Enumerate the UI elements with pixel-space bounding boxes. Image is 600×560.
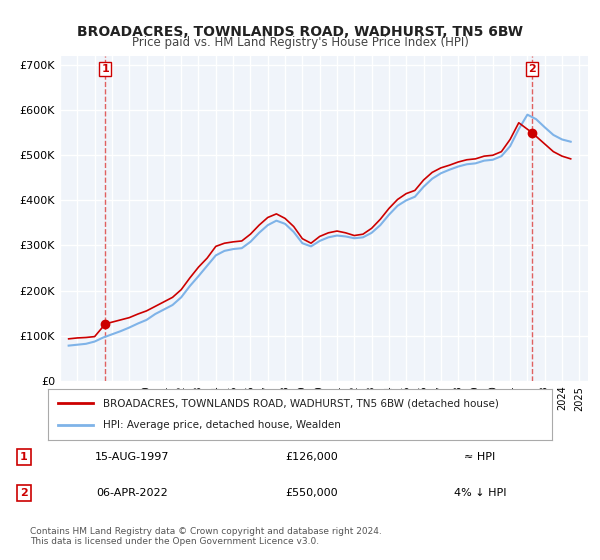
Text: BROADACRES, TOWNLANDS ROAD, WADHURST, TN5 6BW (detached house): BROADACRES, TOWNLANDS ROAD, WADHURST, TN… [103, 398, 499, 408]
Text: 1: 1 [20, 452, 28, 462]
Text: 06-APR-2022: 06-APR-2022 [96, 488, 168, 498]
Text: 1: 1 [101, 64, 109, 74]
Text: HPI: Average price, detached house, Wealden: HPI: Average price, detached house, Weal… [103, 421, 341, 431]
Text: ≈ HPI: ≈ HPI [464, 452, 496, 462]
Text: 15-AUG-1997: 15-AUG-1997 [95, 452, 169, 462]
Text: Contains HM Land Registry data © Crown copyright and database right 2024.
This d: Contains HM Land Registry data © Crown c… [30, 526, 382, 546]
Text: £550,000: £550,000 [286, 488, 338, 498]
Text: £126,000: £126,000 [286, 452, 338, 462]
Text: BROADACRES, TOWNLANDS ROAD, WADHURST, TN5 6BW: BROADACRES, TOWNLANDS ROAD, WADHURST, TN… [77, 25, 523, 39]
Text: 4% ↓ HPI: 4% ↓ HPI [454, 488, 506, 498]
Text: 2: 2 [20, 488, 28, 498]
Text: Price paid vs. HM Land Registry's House Price Index (HPI): Price paid vs. HM Land Registry's House … [131, 36, 469, 49]
Text: 2: 2 [528, 64, 536, 74]
